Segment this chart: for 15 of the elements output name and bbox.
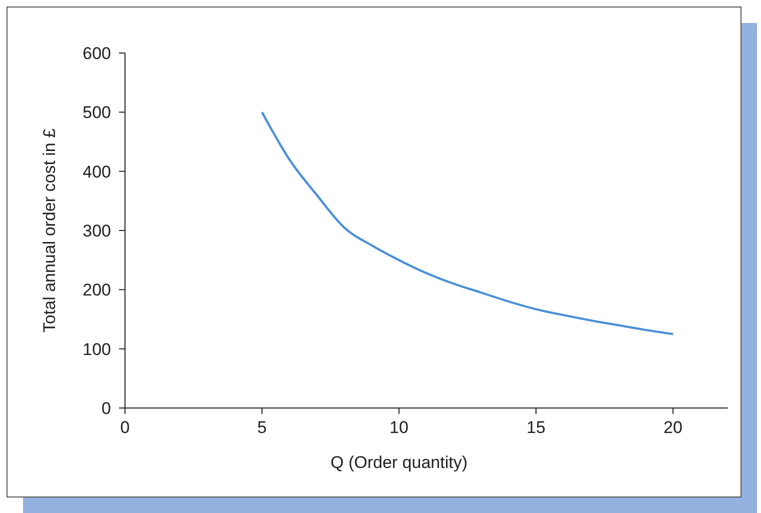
y-tick-label: 200 (82, 280, 111, 300)
x-tick-label: 15 (526, 418, 546, 437)
y-tick-label: 500 (82, 103, 111, 122)
y-tick-label: 400 (82, 162, 111, 182)
line-series (260, 111, 674, 336)
y-axis-title: Total annual order cost in £ (40, 128, 59, 333)
x-tick-label: 10 (390, 418, 408, 437)
y-tick-label: 0 (102, 399, 111, 418)
y-tick-label: 300 (82, 222, 111, 240)
x-tick-label: 5 (257, 418, 267, 437)
x-tick-label: 20 (664, 418, 682, 437)
y-tick-label: 100 (82, 340, 111, 359)
x-axis-title: Q (Order quantity) (330, 453, 468, 472)
x-tick-label: 0 (120, 418, 130, 437)
y-tick-label: 600 (82, 44, 111, 63)
